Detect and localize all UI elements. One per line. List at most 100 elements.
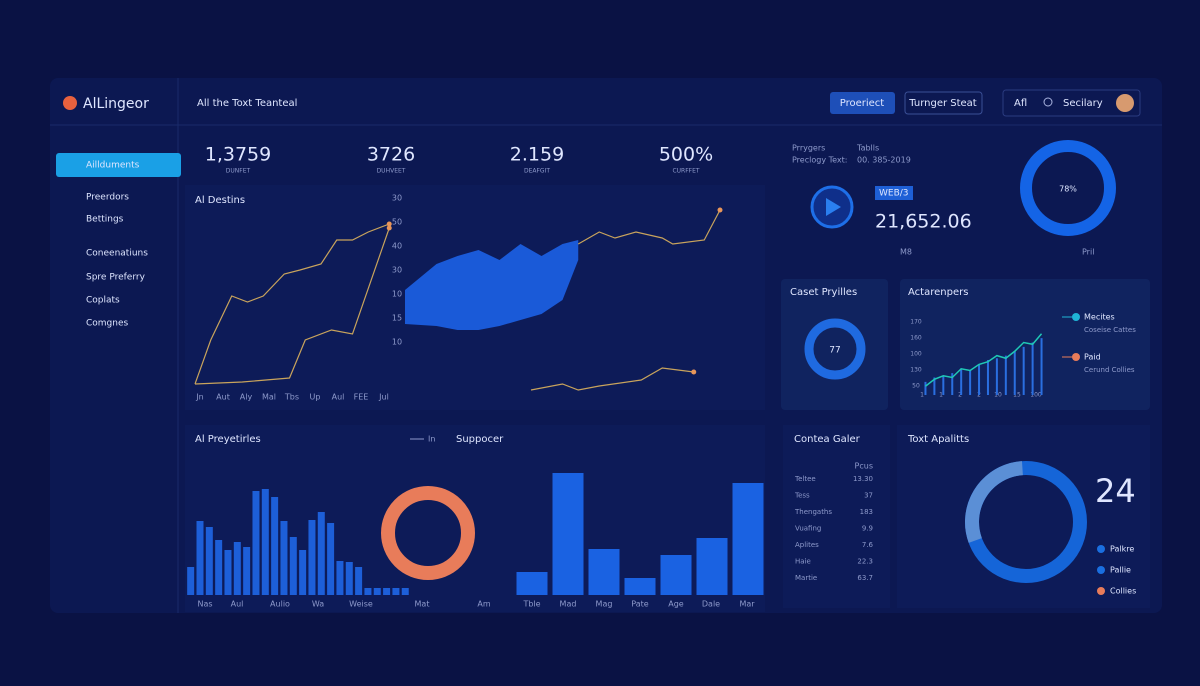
stat-label: DUNFET <box>226 168 251 175</box>
donut-value: 24 <box>1095 472 1136 510</box>
sidebar-item[interactable]: Aillduments <box>86 161 140 171</box>
filter[interactable]: Afl <box>1014 98 1027 109</box>
table-cell: 183 <box>860 508 873 516</box>
bar <box>261 489 269 595</box>
legend-dot <box>1072 353 1080 361</box>
legend-name: Collies <box>1110 587 1136 596</box>
bar <box>280 521 288 595</box>
legend-name: Palkre <box>1110 545 1134 554</box>
bar <box>308 520 316 595</box>
mini-bar <box>951 373 954 395</box>
x-label: Aut <box>216 393 230 402</box>
table-cell: 22.3 <box>857 558 873 566</box>
mini-bar <box>995 358 998 395</box>
bar <box>624 578 656 595</box>
bar <box>373 588 381 595</box>
mini-x-label: 10 <box>994 392 1002 399</box>
mini-y-label: 130 <box>910 367 922 374</box>
stat-value: 1,3759 <box>205 144 271 166</box>
summary-footer: M8 <box>900 248 912 257</box>
x-label: Jn <box>195 393 203 402</box>
x-label: Tbs <box>284 393 299 402</box>
x-label: Aul <box>332 393 345 402</box>
user-name[interactable]: Secilary <box>1063 98 1103 109</box>
primary-button-label[interactable]: Proeriect <box>840 98 885 109</box>
mini-bar <box>960 368 963 395</box>
mini-bar <box>1031 342 1034 395</box>
end-dot <box>691 369 697 375</box>
logo <box>63 96 77 110</box>
area <box>405 240 579 330</box>
summary-label: Preclogy Text: <box>792 156 847 165</box>
trend-line <box>530 367 694 391</box>
profile-ring <box>804 318 866 380</box>
mini-bar <box>1040 338 1043 395</box>
amount: 21,652.06 <box>875 211 972 233</box>
sidebar-item[interactable]: Comgnes <box>86 319 129 329</box>
table-cell: Tess <box>794 492 810 500</box>
sidebar-item[interactable]: Coneenatiuns <box>86 249 148 259</box>
sidebar-item[interactable]: Bettings <box>86 215 124 225</box>
bar <box>516 572 548 595</box>
bar <box>327 523 335 595</box>
trend-line <box>194 223 390 385</box>
x-label: Aly <box>240 393 253 402</box>
legend-name: Mecites <box>1084 313 1115 322</box>
end-dot <box>717 207 723 213</box>
bar <box>252 491 260 595</box>
mini-y-label: 170 <box>910 319 922 326</box>
bar <box>364 588 372 595</box>
axis-label: 10 <box>392 290 402 299</box>
ring <box>1020 140 1116 236</box>
bar-label: Mad <box>560 600 577 609</box>
summary-label: Tablls <box>856 144 879 153</box>
mini-x-label: 2 <box>958 392 962 399</box>
bar <box>401 588 409 595</box>
end-dot <box>386 225 392 231</box>
stat-label: CURFFET <box>672 168 699 175</box>
sidebar-item[interactable]: Preerdors <box>86 193 129 203</box>
stat-value: 2.159 <box>510 144 564 166</box>
primary-button[interactable] <box>830 92 895 114</box>
mini-bar <box>978 364 981 395</box>
mini-x-label: 1 <box>939 392 943 399</box>
legend-name: Paid <box>1084 353 1101 362</box>
badge-label: WEB/3 <box>879 189 909 199</box>
table-cell: 9.9 <box>862 525 873 533</box>
avatar[interactable] <box>1116 94 1134 112</box>
secondary-button[interactable] <box>904 91 983 115</box>
clock-icon <box>1043 97 1053 107</box>
mini-x-label: 1 <box>920 392 924 399</box>
axis-label: 50 <box>392 218 402 227</box>
legend-dot <box>1097 587 1105 595</box>
sidebar-item[interactable]: Coplats <box>86 296 120 306</box>
mini-y-label: 100 <box>910 351 922 358</box>
mini-bar <box>1022 346 1025 395</box>
bar <box>299 550 307 595</box>
table-cell: Vuafing <box>795 525 821 533</box>
user-bar <box>1002 89 1141 117</box>
bar <box>552 473 584 595</box>
secondary-button-label[interactable]: Turnger Steat <box>908 98 977 109</box>
mini-y-label: 50 <box>912 383 920 390</box>
brand: AlLingeor <box>83 96 149 112</box>
bar-label: Aulio <box>270 600 290 609</box>
orange-ring <box>381 486 475 580</box>
summary-footer: Pril <box>1082 248 1094 257</box>
table-header: Pcus <box>855 462 873 471</box>
profile-title: Caset Pryilles <box>790 287 857 298</box>
bar <box>233 542 241 595</box>
bar-label: Tble <box>522 600 540 609</box>
axis-label: 10 <box>392 338 402 347</box>
bar-label: Age <box>668 600 684 609</box>
table-cell: 13.30 <box>853 475 873 483</box>
table-title: Contea Galer <box>794 434 861 445</box>
stat-value: 3726 <box>367 144 415 166</box>
legend-name: Pallie <box>1110 566 1131 575</box>
trend-line <box>577 209 721 245</box>
bar-label: Weise <box>349 600 373 609</box>
bar <box>243 547 251 595</box>
sidebar-item[interactable]: Spre Preferry <box>86 273 146 283</box>
profile-card <box>781 279 888 410</box>
sidebar-active <box>56 153 181 177</box>
